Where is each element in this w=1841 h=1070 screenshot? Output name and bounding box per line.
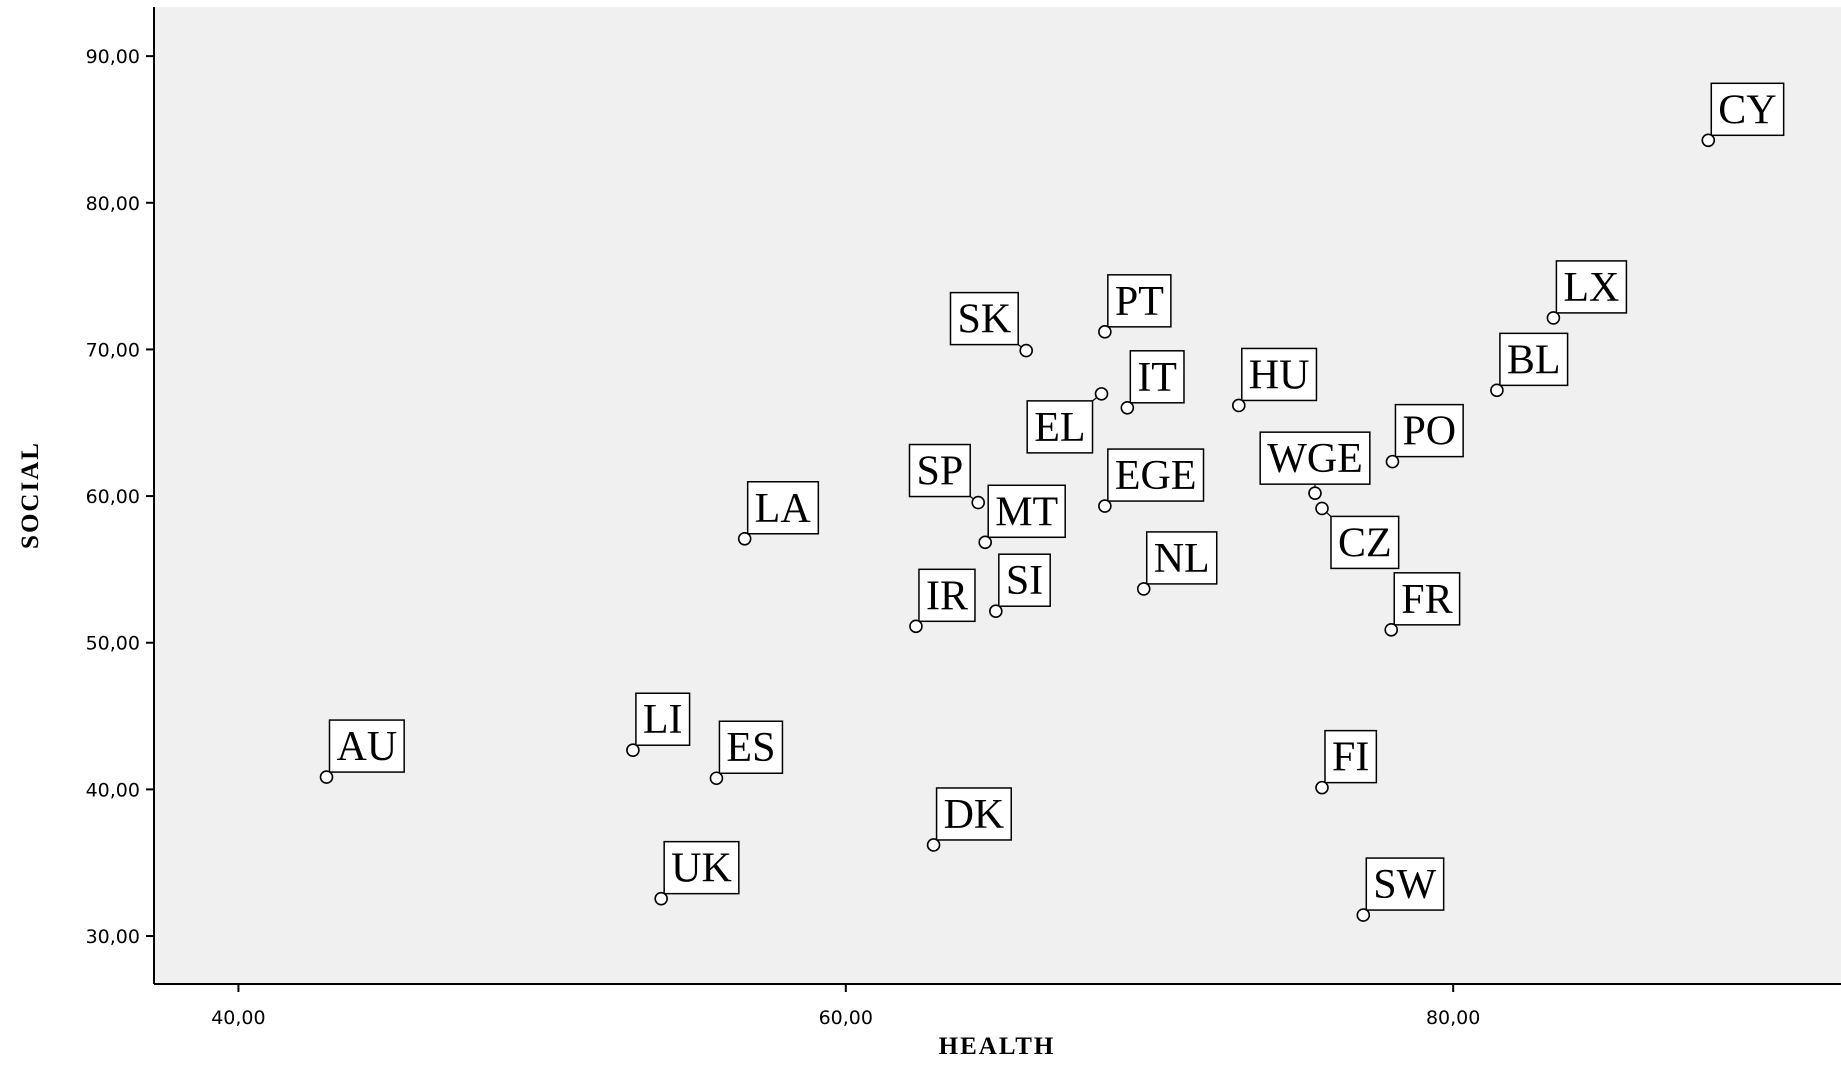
y-tick-label: 50,00 <box>86 633 140 655</box>
point-label: SW <box>1373 862 1436 908</box>
point <box>909 619 923 634</box>
point <box>1094 387 1109 401</box>
point <box>1315 780 1329 795</box>
point <box>319 770 334 784</box>
point <box>926 838 941 852</box>
point-label: PO <box>1402 409 1456 455</box>
point-label-box <box>987 484 1066 539</box>
y-tick-label: 30,00 <box>86 926 140 948</box>
point-label: MT <box>995 489 1058 535</box>
point <box>1098 499 1112 513</box>
point-label-box <box>718 720 784 774</box>
point-label: FI <box>1332 735 1369 781</box>
point <box>709 771 724 786</box>
point-label-box <box>635 692 691 746</box>
point-label-box <box>1365 857 1445 911</box>
point-label-box <box>1145 531 1218 585</box>
point-label-box <box>949 291 1019 346</box>
point-label: NL <box>1154 536 1210 582</box>
point-label: BL <box>1507 337 1561 383</box>
point-label-box <box>1241 347 1318 402</box>
point-label-box <box>746 481 820 535</box>
point-label: SI <box>1006 558 1043 604</box>
point <box>1384 623 1399 637</box>
point-label: SK <box>957 297 1011 343</box>
x-tick-label: 40,00 <box>211 1007 265 1029</box>
x-tick-label: 60,00 <box>819 1007 873 1029</box>
point-label-box <box>1107 448 1205 502</box>
point-label: UK <box>671 846 732 892</box>
point-label: LI <box>643 697 683 743</box>
point-label: EGE <box>1115 453 1197 499</box>
point <box>1315 501 1329 516</box>
point-label-box <box>663 840 740 895</box>
point <box>1490 383 1504 398</box>
y-axis-title: SOCIAL <box>17 441 44 549</box>
point <box>1701 133 1716 148</box>
point-label-box <box>328 719 405 773</box>
point <box>1231 398 1246 413</box>
point-label: LA <box>755 486 812 532</box>
point-label: CZ <box>1338 520 1392 566</box>
point <box>1120 401 1135 415</box>
point-label: LX <box>1563 265 1619 311</box>
point-label: EL <box>1034 405 1085 451</box>
point-label-box <box>1324 729 1378 784</box>
point-label-box <box>1259 431 1371 485</box>
point-label-box <box>1499 332 1569 387</box>
x-axis-title: HEALTH <box>939 1033 1056 1060</box>
y-tick-label: 60,00 <box>86 486 140 508</box>
point <box>654 891 668 906</box>
point-label-box <box>1710 82 1785 137</box>
point <box>1385 454 1400 469</box>
point-label: AU <box>336 724 397 770</box>
point-label-box <box>908 443 971 498</box>
point-label: IR <box>926 573 968 619</box>
point-label-box <box>1026 400 1094 454</box>
point-label-box <box>1107 274 1172 328</box>
point-label: DK <box>944 792 1005 838</box>
point <box>1098 325 1112 339</box>
point-label-box <box>1555 260 1628 314</box>
point <box>1546 311 1561 325</box>
x-tick-label: 80,00 <box>1426 1007 1480 1029</box>
point <box>971 495 986 510</box>
y-tick-label: 40,00 <box>86 779 140 801</box>
point-label: PT <box>1115 279 1164 325</box>
point-label: ES <box>726 725 775 771</box>
point <box>737 531 752 546</box>
y-tick-label: 70,00 <box>86 339 140 361</box>
point <box>1136 582 1151 596</box>
point <box>978 535 993 550</box>
point-label-box <box>1393 572 1461 626</box>
point <box>989 604 1003 619</box>
y-tick-label: 80,00 <box>86 193 140 215</box>
point <box>1308 486 1322 500</box>
point-label-box <box>1129 350 1185 404</box>
point-label-box <box>918 568 976 623</box>
point-label: FR <box>1401 577 1452 623</box>
point <box>1356 908 1371 922</box>
point-label-box <box>1330 515 1400 570</box>
point-label: IT <box>1137 355 1177 401</box>
point-label: WGE <box>1267 436 1363 482</box>
point-label: CY <box>1718 87 1776 133</box>
y-tick-label: 90,00 <box>86 46 140 68</box>
point-label-box <box>935 787 1012 841</box>
point <box>1019 343 1033 358</box>
point-label: SP <box>916 449 963 495</box>
point-label-box <box>998 553 1051 607</box>
point <box>626 743 640 758</box>
point-label-box <box>1394 403 1464 458</box>
point-label: HU <box>1249 352 1310 398</box>
